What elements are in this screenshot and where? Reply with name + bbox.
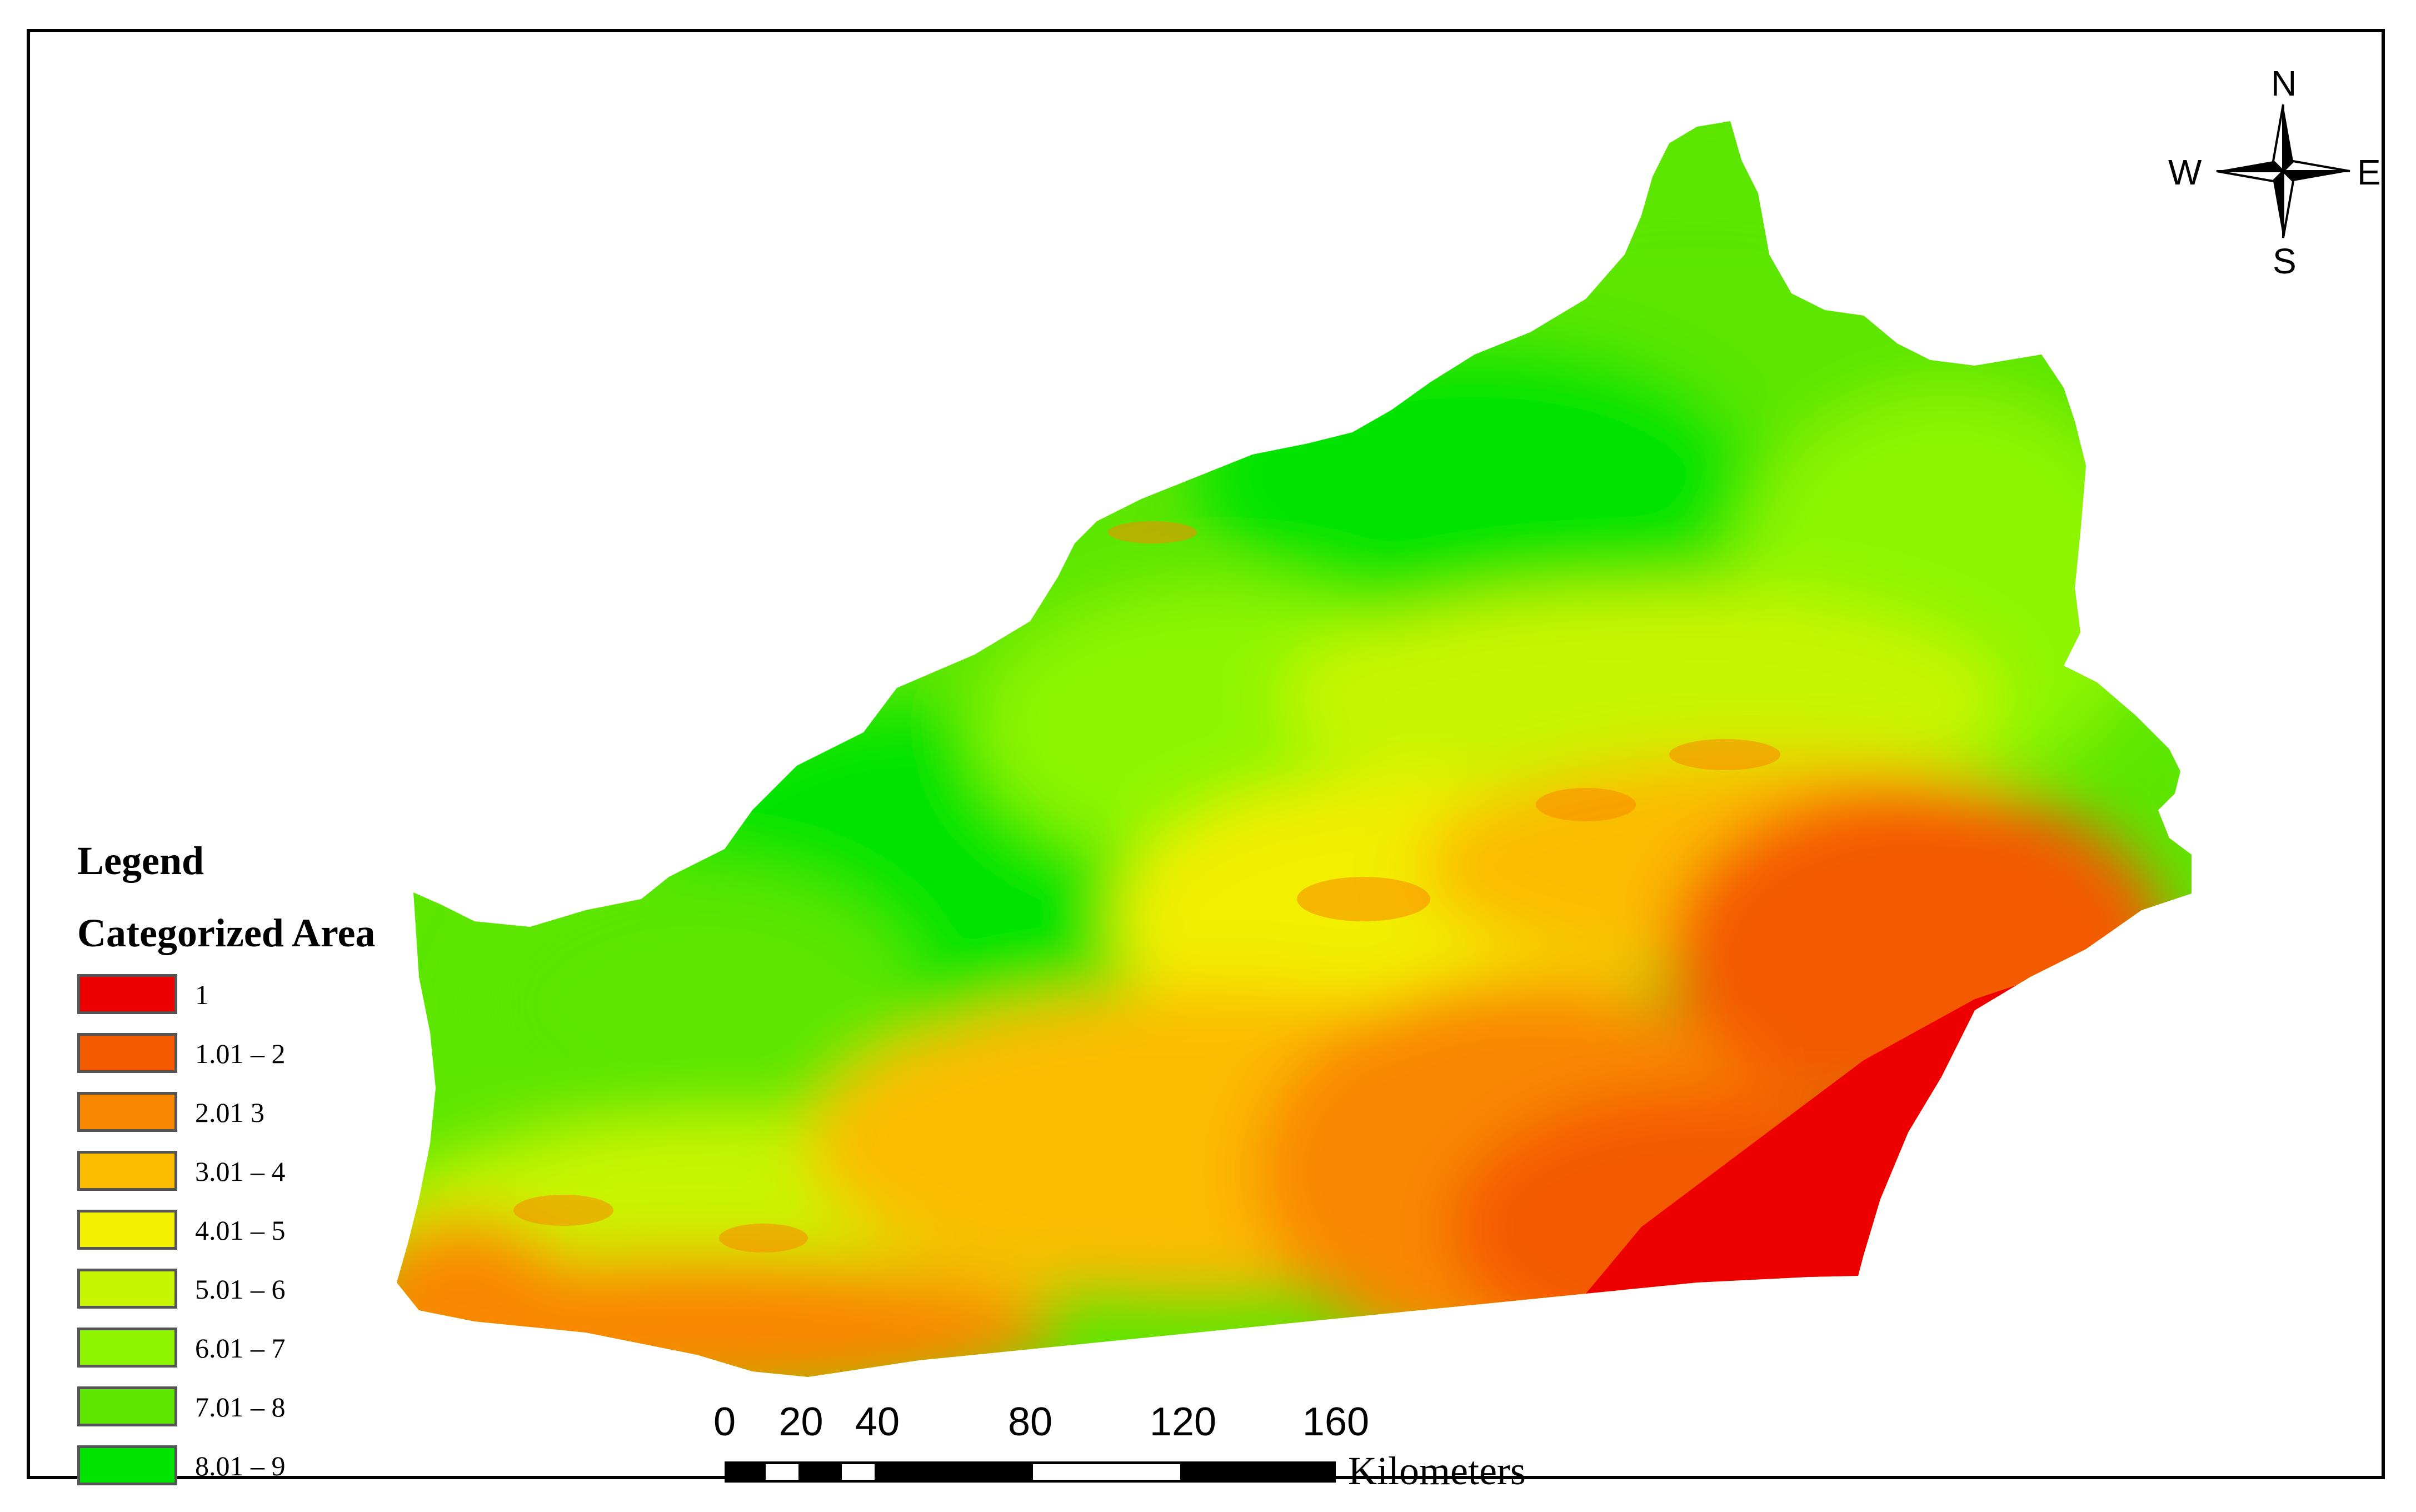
legend-item: 6.01 – 7 <box>77 1328 466 1371</box>
scale-segment <box>801 1461 840 1483</box>
north-arrow: N S E W <box>2164 66 2403 279</box>
legend-item: 1.01 – 2 <box>77 1033 466 1076</box>
scale-segment <box>725 1461 763 1483</box>
legend-label: 7.01 – 8 <box>195 1391 286 1423</box>
legend-swatch <box>77 1386 177 1426</box>
legend-label: 1.01 – 2 <box>195 1038 286 1069</box>
compass-south-label: S <box>2273 241 2297 281</box>
legend-swatch <box>77 1151 177 1191</box>
scale-segment <box>1183 1461 1336 1483</box>
legend-item: 3.01 – 4 <box>77 1151 466 1194</box>
scale-unit-label: Kilometers <box>1348 1449 1526 1493</box>
legend-subtitle: Categorized Area <box>77 911 376 955</box>
scale-tick-label: 160 <box>1302 1400 1370 1444</box>
legend-item: 5.01 – 6 <box>77 1269 466 1312</box>
legend-swatch <box>77 1092 177 1132</box>
class-9-zone <box>1197 338 1753 616</box>
legend-swatch <box>77 1445 177 1485</box>
scale-tick-label: 120 <box>1149 1400 1217 1444</box>
legend-swatch <box>77 974 177 1014</box>
legend-item: 2.01 3 <box>77 1092 466 1135</box>
scale-segment <box>1030 1461 1183 1483</box>
legend-label: 8.01 – 9 <box>195 1450 286 1481</box>
scale-bar: 0 20 40 80 120 160 Kilometers <box>713 1399 1608 1499</box>
scale-segment <box>839 1461 877 1483</box>
class-6-band <box>1280 588 2003 810</box>
compass-east-label: E <box>2357 152 2381 192</box>
legend-swatch <box>77 1210 177 1250</box>
scale-segment <box>877 1461 1030 1483</box>
legend-label: 6.01 – 7 <box>195 1333 286 1364</box>
scale-tick-label: 80 <box>1007 1400 1053 1444</box>
legend-label: 5.01 – 6 <box>195 1274 286 1305</box>
map-frame: N S E W Legend Categorized Area 1 1.01 – … <box>27 29 2385 1493</box>
legend-label: 3.01 – 4 <box>195 1156 286 1187</box>
legend: Legend Categorized Area 1 1.01 – 2 2.01 3 3… <box>77 838 466 1505</box>
legend-item: 4.01 – 5 <box>77 1210 466 1253</box>
legend-item: 8.01 – 9 <box>77 1445 466 1489</box>
legend-item: 1 <box>77 974 466 1017</box>
legend-swatch <box>77 1269 177 1309</box>
scale-tick-label: 40 <box>855 1400 900 1444</box>
compass-west-label: W <box>2168 152 2202 192</box>
scale-tick-label: 20 <box>778 1400 823 1444</box>
compass-rose-icon <box>2216 104 2350 238</box>
legend-label: 1 <box>195 979 209 1010</box>
suitability-map <box>397 121 2192 1377</box>
scale-segment <box>762 1461 801 1483</box>
legend-swatch <box>77 1328 177 1368</box>
legend-title: Legend <box>77 839 204 883</box>
class-8-west <box>475 866 919 1144</box>
legend-item: 7.01 – 8 <box>77 1386 466 1430</box>
legend-label: 4.01 – 5 <box>195 1215 286 1246</box>
legend-swatch <box>77 1033 177 1073</box>
class-1-zone <box>1586 977 2041 1294</box>
compass-north-label: N <box>2271 63 2297 103</box>
legend-label: 2.01 3 <box>195 1097 264 1128</box>
scale-tick-label: 0 <box>713 1400 736 1444</box>
